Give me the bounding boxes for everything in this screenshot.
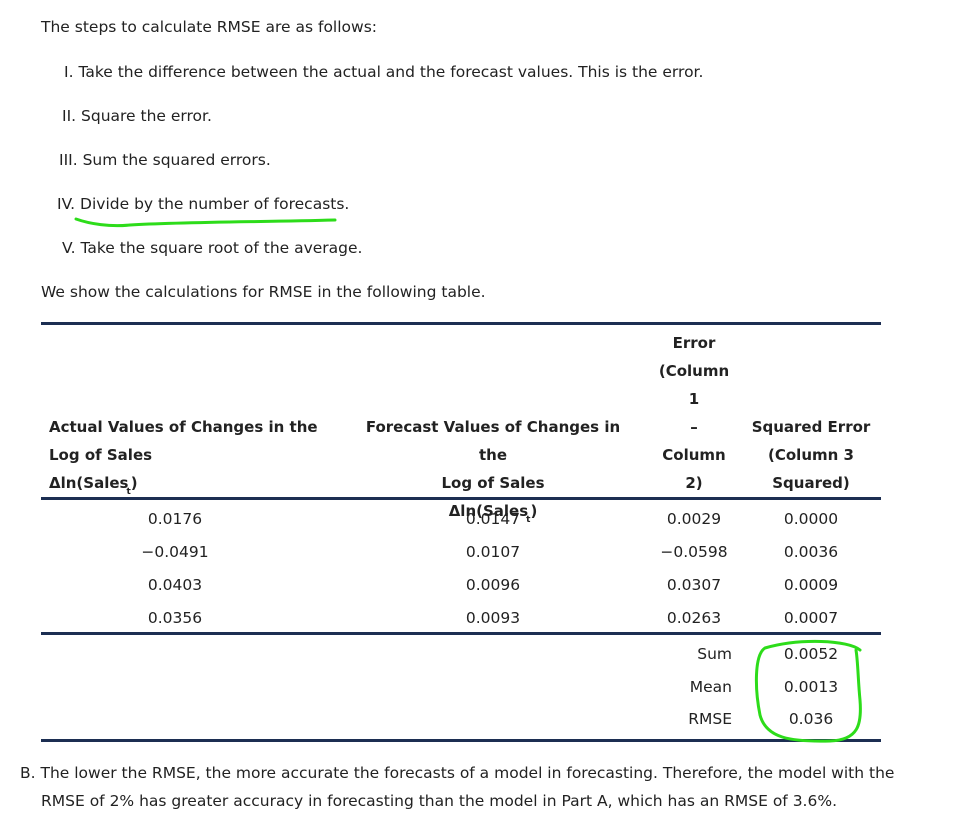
underline-annotation: [74, 217, 337, 228]
table-bottom-rule: [41, 739, 881, 742]
header-error: Error (Column 1 – Column 2): [658, 334, 730, 492]
header-actual-values: Actual Values of Changes in the Log of S…: [49, 418, 318, 497]
table-intro-text: We show the calculations for RMSE in the…: [41, 283, 486, 301]
summary-label: Mean: [689, 678, 732, 696]
intro-text: The steps to calculate RMSE are as follo…: [41, 18, 377, 36]
header-forecast-values: Forecast Values of Changes in the Log of…: [365, 418, 621, 525]
squared-error-cell: 0.0036: [783, 543, 839, 561]
actual-cell: 0.0176: [147, 510, 203, 528]
circle-annotation: [754, 639, 862, 743]
forecast-cell: 0.0093: [465, 609, 521, 627]
forecast-cell: 0.0096: [465, 576, 521, 594]
header-bottom-rule: [41, 497, 881, 500]
step-1: I. Take the difference between the actua…: [64, 63, 704, 81]
error-cell: 0.0307: [666, 576, 722, 594]
summary-value: 0.036: [788, 710, 834, 728]
summary-label: RMSE: [688, 710, 732, 728]
squared-error-cell: 0.0009: [783, 576, 839, 594]
summary-value: 0.0013: [783, 678, 839, 696]
error-cell: −0.0598: [660, 543, 728, 561]
table-top-rule: [41, 322, 881, 325]
actual-cell: −0.0491: [141, 543, 209, 561]
conclusion-line-2: RMSE of 2% has greater accuracy in forec…: [41, 792, 837, 810]
summary-label: Sum: [697, 645, 732, 663]
step-5: V. Take the square root of the average.: [62, 239, 363, 257]
step-2: II. Square the error.: [62, 107, 212, 125]
squared-error-cell: 0.0000: [783, 510, 839, 528]
forecast-cell: 0.0107: [465, 543, 521, 561]
step-3: III. Sum the squared errors.: [59, 151, 271, 169]
step-4: IV. Divide by the number of forecasts.: [57, 195, 350, 213]
header-squared-error: Squared Error (Column 3 Squared): [751, 418, 871, 492]
error-cell: 0.0029: [666, 510, 722, 528]
actual-cell: 0.0356: [147, 609, 203, 627]
data-bottom-rule: [41, 632, 881, 635]
forecast-cell: 0.0147: [465, 510, 521, 528]
error-cell: 0.0263: [666, 609, 722, 627]
squared-error-cell: 0.0007: [783, 609, 839, 627]
conclusion-line-1: B. The lower the RMSE, the more accurate…: [20, 764, 895, 782]
actual-cell: 0.0403: [147, 576, 203, 594]
summary-value: 0.0052: [783, 645, 839, 663]
